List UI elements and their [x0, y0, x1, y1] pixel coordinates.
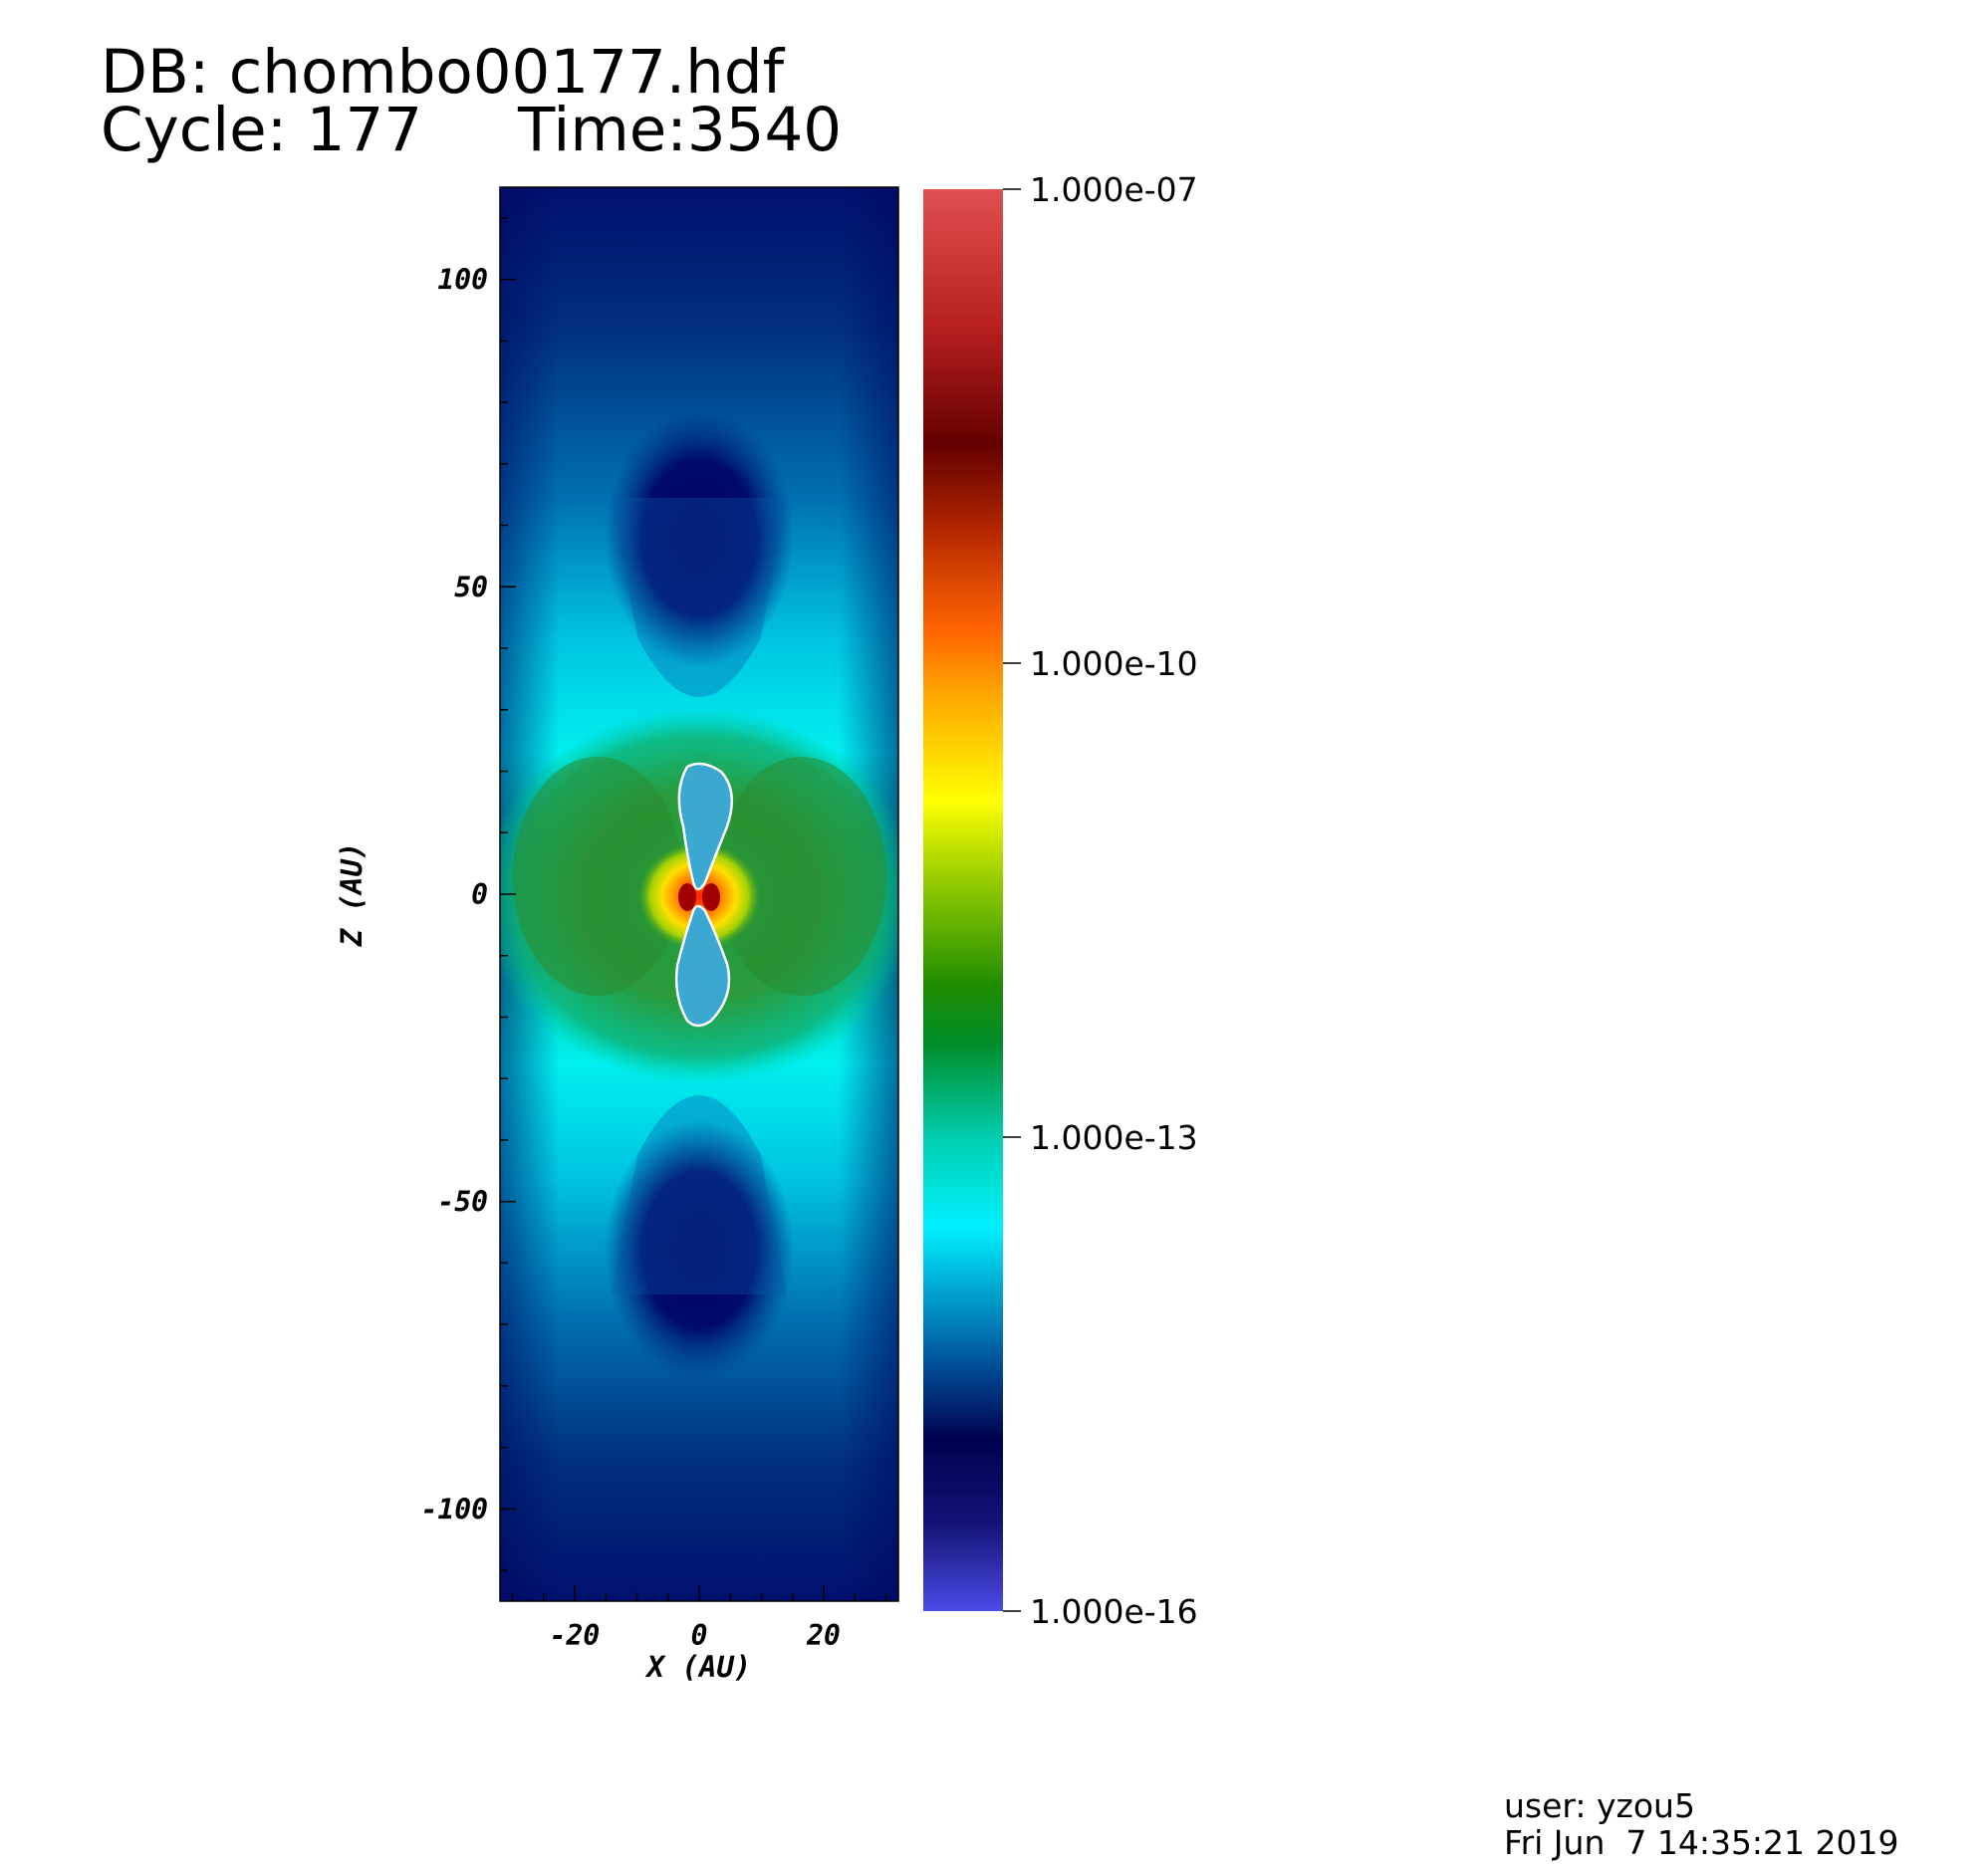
- user-label: user: yzou5: [1504, 1786, 1695, 1825]
- cycle-label: Cycle: 177: [101, 95, 423, 165]
- y-axis-label: Z (AU): [335, 842, 369, 948]
- y-axis: 100 50 0 -50 -100: [421, 217, 516, 1571]
- y-tick-label: 0: [471, 878, 488, 911]
- x-tick-label: 20: [806, 1619, 841, 1652]
- colorbar-tick-label: 1.000e-10: [1030, 644, 1198, 683]
- x-tick-label: 0: [691, 1619, 708, 1652]
- heatmap-field: [500, 187, 898, 1601]
- x-axis-label: X (AU): [644, 1650, 752, 1684]
- y-tick-label: 50: [454, 571, 488, 603]
- y-tick-label: -100: [421, 1493, 488, 1525]
- y-tick-label: -50: [437, 1186, 488, 1219]
- colorbar-tick-label: 1.000e-16: [1030, 1592, 1198, 1631]
- colorbar-tick-label: 1.000e-13: [1030, 1118, 1198, 1157]
- colorbar: [923, 189, 1003, 1611]
- x-axis: -20 0 20: [511, 1585, 887, 1652]
- y-tick-label: 100: [437, 264, 488, 297]
- x-tick-label: -20: [550, 1619, 601, 1652]
- time-label: Time:3540: [518, 95, 843, 165]
- colorbar-tick-label: 1.000e-07: [1030, 170, 1198, 209]
- date-label: Fri Jun 7 14:35:21 2019: [1504, 1823, 1899, 1862]
- colorbar-ticks: 1.000e-07 1.000e-10 1.000e-13 1.000e-16: [1003, 170, 1198, 1631]
- database-title: DB: chombo00177.hdf: [101, 37, 785, 108]
